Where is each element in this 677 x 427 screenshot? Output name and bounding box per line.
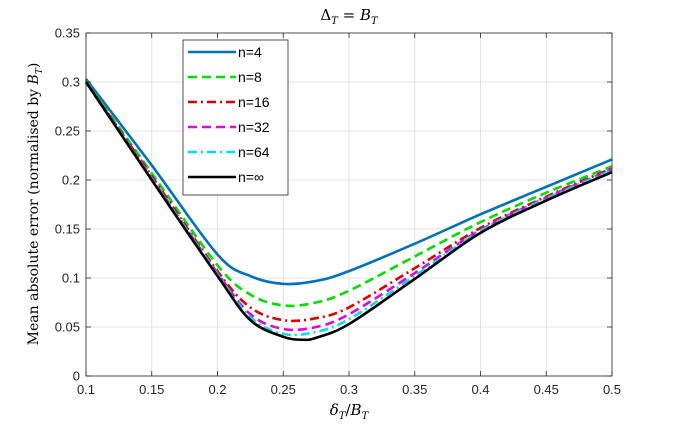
x-tick-label: 0.3 bbox=[340, 382, 358, 397]
y-tick-label: 0.35 bbox=[55, 26, 80, 41]
y-tick-label: 0.05 bbox=[55, 320, 80, 335]
series-line-n-8 bbox=[84, 80, 613, 308]
y-axis-label: Mean absolute error (normalised by BT) bbox=[26, 63, 45, 346]
y-tick-label: 0.15 bbox=[55, 222, 80, 237]
series-layer bbox=[84, 78, 613, 342]
chart-title: ΔT = BT bbox=[320, 6, 379, 27]
y-tick-label: 0.2 bbox=[62, 173, 80, 188]
y-tick-label: 0 bbox=[73, 369, 80, 384]
legend-label-n-inf: n=∞ bbox=[238, 169, 264, 185]
x-tick-label: 0.45 bbox=[534, 382, 559, 397]
x-axis-label: δT/BT bbox=[330, 401, 370, 422]
legend: n=4 n=8 n=16 n=32 n=64 n=∞ bbox=[182, 39, 289, 196]
y-tick-label: 0.1 bbox=[62, 271, 80, 286]
y-tick-label: 0.3 bbox=[62, 75, 80, 90]
x-tick-label: 0.35 bbox=[402, 382, 427, 397]
legend-label-n-4: n=4 bbox=[238, 44, 262, 60]
y-tick-label: 0.25 bbox=[55, 124, 80, 139]
x-tick-label: 0.15 bbox=[139, 382, 164, 397]
x-tick-label: 0.5 bbox=[603, 382, 621, 397]
legend-label-n-8: n=8 bbox=[238, 69, 262, 85]
legend-label-n-32: n=32 bbox=[238, 119, 270, 135]
x-tick-label: 0.25 bbox=[271, 382, 296, 397]
series-line-n-4 bbox=[84, 78, 613, 286]
legend-label-n-64: n=64 bbox=[238, 144, 270, 160]
x-tick-label: 0.1 bbox=[77, 382, 95, 397]
x-tick-label: 0.2 bbox=[208, 382, 226, 397]
series-line-n-16 bbox=[84, 81, 613, 323]
ticks: 0.1 0.15 0.2 0.25 0.3 0.35 0.4 0.45 0.5 0 0.05 0.1 0… bbox=[55, 26, 621, 398]
series-line-n-inf bbox=[84, 81, 613, 342]
legend-label-n-16: n=16 bbox=[238, 94, 270, 110]
legend-box bbox=[182, 39, 289, 196]
x-tick-label: 0.4 bbox=[471, 382, 489, 397]
